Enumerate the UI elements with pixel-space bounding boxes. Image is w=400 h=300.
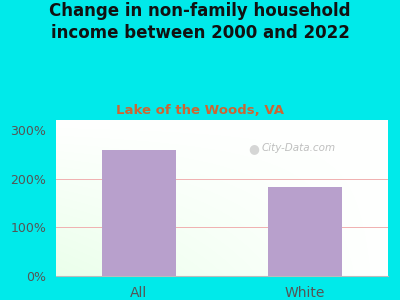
Bar [102,150,176,276]
Text: City-Data.com: City-Data.com [261,143,336,153]
Text: Change in non-family household
income between 2000 and 2022: Change in non-family household income be… [49,2,351,42]
Text: ●: ● [248,142,259,154]
Bar [268,187,342,276]
Text: Lake of the Woods, VA: Lake of the Woods, VA [116,103,284,116]
